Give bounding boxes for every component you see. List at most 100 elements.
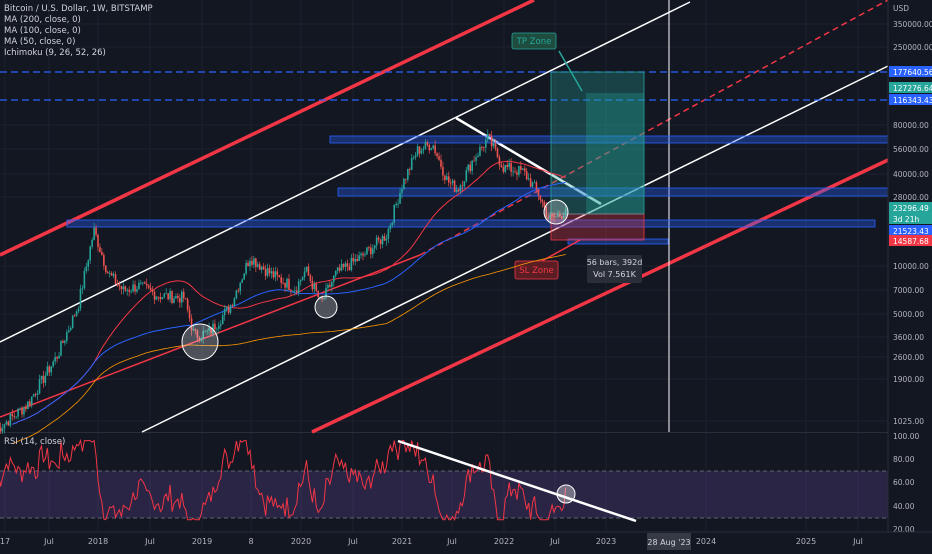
candle-body — [138, 282, 140, 290]
candle-body — [352, 257, 355, 262]
candle-body — [469, 164, 472, 172]
candle-body — [116, 283, 119, 285]
candle-body — [0, 427, 2, 432]
candle-body — [383, 235, 386, 241]
legend-ma200[interactable]: MA (200, close, 0) — [4, 15, 81, 25]
y-tick-label: 5000.00 — [893, 310, 924, 319]
candle-body — [247, 262, 249, 267]
candle-body — [235, 290, 238, 299]
tp-box[interactable] — [550, 71, 645, 215]
candle-body — [163, 293, 166, 298]
candle-body — [64, 340, 66, 343]
upper-red-channel[interactable] — [0, 0, 535, 257]
legend-ma100[interactable]: MA (100, close, 0) — [4, 26, 81, 36]
candle-body — [397, 203, 399, 205]
candle-body — [481, 146, 483, 148]
candle-body — [498, 157, 501, 165]
candle-body — [344, 263, 347, 267]
candle-body — [93, 227, 95, 240]
candle-body — [325, 287, 327, 298]
candle-body — [40, 375, 43, 380]
candle-body — [251, 260, 253, 265]
candle-body — [62, 341, 64, 343]
price-axis[interactable]: USD 350000.00 250000.00 80000.00 56000.00 40… — [887, 0, 932, 550]
candle-body — [514, 171, 516, 173]
candle-body — [405, 178, 407, 180]
rsi-legend[interactable]: RSI (14, close) — [4, 437, 66, 447]
x-tick-label: Jul — [144, 537, 155, 546]
candle-body — [194, 329, 197, 331]
candle-body — [231, 305, 234, 306]
candle-body — [564, 208, 567, 216]
candle-body — [332, 275, 335, 282]
candle-body — [284, 282, 286, 288]
candle-body — [155, 296, 158, 300]
candle-body — [198, 337, 201, 341]
candle-body — [385, 238, 388, 241]
candle-body — [317, 290, 320, 298]
y-tick-label: 1025.00 — [893, 417, 924, 426]
candle-body — [136, 289, 138, 292]
lower-red-channel[interactable] — [311, 158, 889, 434]
x-tick-label: 2018 — [88, 537, 108, 546]
candle-body — [457, 189, 460, 192]
price-labels: 177640.56 127276.64 116343.43 23296.49 3d 21… — [889, 66, 932, 246]
candle-body — [432, 145, 434, 149]
rsi-trendline[interactable] — [397, 439, 637, 523]
candle-body — [147, 285, 150, 288]
time-axis[interactable]: 17 Jul 2018 Jul 2019 8 2020 Jul 2021 Jul 2022 Jul 20… — [0, 531, 932, 550]
candle-body — [523, 168, 526, 172]
chart-title[interactable]: Bitcoin / U.S. Dollar, 1W, BITSTAMP — [4, 4, 153, 14]
candle-body — [375, 237, 378, 246]
candle-body — [288, 278, 290, 290]
candle-body — [371, 248, 374, 255]
y-tick-label: 80000.00 — [893, 121, 929, 130]
candle-body — [237, 290, 240, 292]
x-tick-label: Jul — [852, 537, 863, 546]
long-position[interactable]: TP Zone SL Zone 56 bars, 392d Vol 7.561K — [511, 32, 645, 283]
candle-body — [442, 166, 444, 176]
ma-50-line — [12, 160, 566, 425]
tp-zone-label: TP Zone — [516, 37, 552, 47]
candle-body — [9, 414, 12, 426]
candle-body — [66, 332, 68, 341]
price-label-bg — [889, 66, 932, 77]
price-label-bg — [889, 235, 932, 246]
measure-box[interactable] — [567, 238, 669, 245]
candle-body — [103, 255, 105, 266]
candle-body — [99, 247, 101, 252]
candle-body — [527, 178, 530, 180]
candle-body — [75, 311, 78, 317]
candle-body — [512, 171, 514, 173]
price-trendline[interactable] — [455, 116, 602, 206]
candle-body — [488, 134, 491, 136]
rsi-tick-label: 40.00 — [893, 502, 915, 511]
candle-body — [399, 192, 401, 204]
candle-body — [143, 282, 146, 284]
zone-low[interactable] — [66, 219, 876, 228]
candle-body — [165, 293, 168, 295]
legend-ma50[interactable]: MA (50, close, 0) — [4, 37, 76, 47]
price-label: 3d 21h — [893, 215, 919, 224]
tp-zone-badge[interactable] — [511, 32, 557, 50]
candle-body — [69, 327, 72, 331]
legend-ichimoku[interactable]: Ichimoku (9, 26, 52, 26) — [4, 48, 106, 58]
y-tick-label: 28000.00 — [893, 193, 929, 202]
rsi-tick-label: 60.00 — [893, 478, 915, 487]
candle-body — [180, 291, 183, 303]
candle-body — [479, 146, 481, 156]
red-midline-solid — [0, 254, 421, 418]
candle-body — [449, 182, 452, 184]
candle-body — [21, 408, 23, 415]
rsi-tick-label: 80.00 — [893, 455, 915, 464]
candle-body — [142, 282, 144, 284]
candle-body — [370, 247, 372, 255]
price-label: 177640.56 — [893, 68, 932, 77]
candle-body — [463, 181, 466, 187]
upper-white-channel[interactable] — [0, 1, 691, 343]
candle-body — [438, 156, 440, 160]
candle-body — [455, 189, 458, 192]
candle-body — [28, 401, 31, 405]
lower-white-channel[interactable] — [141, 65, 889, 433]
